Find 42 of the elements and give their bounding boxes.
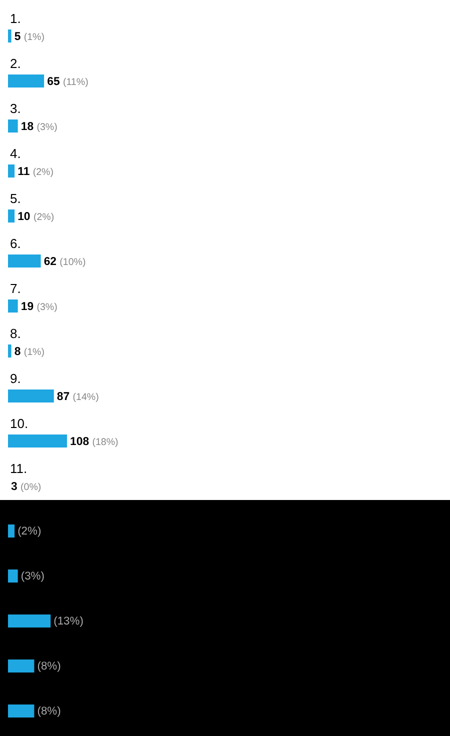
bar xyxy=(8,299,18,313)
y-tick-label: 1. xyxy=(10,11,21,26)
bar xyxy=(8,614,51,628)
bar xyxy=(8,659,34,673)
data-label: (2%) xyxy=(18,526,42,538)
bar xyxy=(8,704,34,718)
data-label: 5 (1%) xyxy=(14,31,44,44)
bar xyxy=(8,344,12,358)
data-label: 18 (3%) xyxy=(20,121,58,134)
y-tick-label: 2. xyxy=(10,56,21,71)
bar xyxy=(8,389,54,403)
data-label: 3 (0%) xyxy=(11,481,42,494)
data-label: (3%) xyxy=(20,570,45,583)
y-tick-label: 11. xyxy=(10,461,28,476)
data-label: 10 (2%) xyxy=(18,211,54,224)
bar xyxy=(8,209,15,223)
bar xyxy=(8,569,18,583)
data-label: 19 (3%) xyxy=(20,301,58,314)
data-label: (8%) xyxy=(37,706,62,718)
bar xyxy=(8,74,44,88)
data-label: 87 (14%) xyxy=(56,391,99,404)
data-label: 11 (2%) xyxy=(18,166,54,178)
data-label: (8%) xyxy=(37,660,62,673)
y-tick-label: 7. xyxy=(10,281,21,296)
bar xyxy=(8,254,41,268)
y-tick-label: 9. xyxy=(10,371,21,386)
y-tick-label: 8. xyxy=(10,326,21,341)
bar xyxy=(8,164,15,178)
bar xyxy=(8,434,67,448)
y-tick-label: 3. xyxy=(10,101,21,116)
bar xyxy=(8,119,18,133)
y-tick-label: 4. xyxy=(10,146,21,161)
data-label: 65 (11%) xyxy=(47,76,88,88)
data-label: (13%) xyxy=(54,616,84,628)
data-label: 8 (1%) xyxy=(14,346,44,358)
y-tick-label: 6. xyxy=(10,236,21,251)
bar xyxy=(8,29,12,43)
bar xyxy=(8,524,15,538)
data-label: 62 (10%) xyxy=(44,256,86,268)
data-label: 108 (18%) xyxy=(70,436,118,448)
y-tick-label: 10. xyxy=(10,416,28,431)
y-tick-label: 5. xyxy=(10,191,21,206)
